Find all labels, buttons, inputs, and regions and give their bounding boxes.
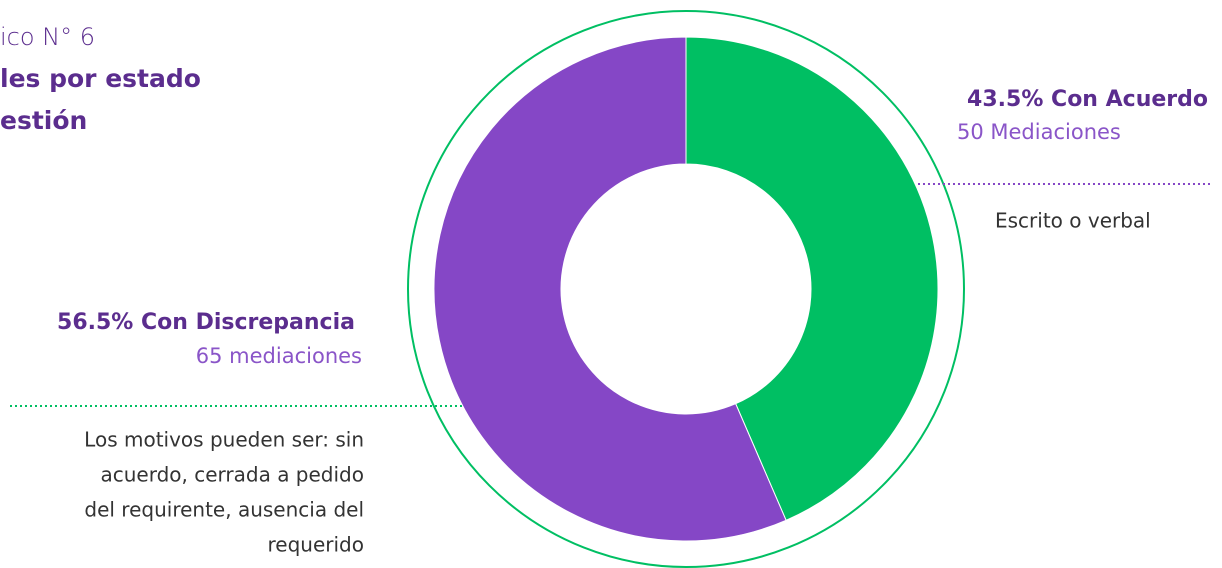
count-label: 65 mediaciones xyxy=(196,344,362,368)
value-label: 43.5% xyxy=(967,87,1043,112)
chart-title: les por estado xyxy=(0,64,201,93)
category-label: Con Acuerdo xyxy=(1051,87,1208,112)
description: Los motivos pueden ser: sin xyxy=(84,428,364,452)
slice-label: 56.5% Con Discrepancia xyxy=(57,310,355,335)
chart-title: estión xyxy=(0,106,87,135)
description: requerido xyxy=(268,533,364,557)
slice xyxy=(685,36,939,521)
chart-title: ico N° 6 xyxy=(0,23,95,51)
description: acuerdo, cerrada a pedido xyxy=(100,463,364,487)
slice xyxy=(433,36,787,542)
slice-label: 43.5% Con Acuerdo xyxy=(967,87,1208,112)
description: Escrito o verbal xyxy=(995,209,1151,233)
category-label: Con Discrepancia xyxy=(141,310,355,335)
count-label: 50 Mediaciones xyxy=(957,120,1121,144)
description: del requirente, ausencia del xyxy=(84,498,364,522)
outer-ring xyxy=(407,10,965,568)
value-label: 56.5% xyxy=(57,310,133,335)
